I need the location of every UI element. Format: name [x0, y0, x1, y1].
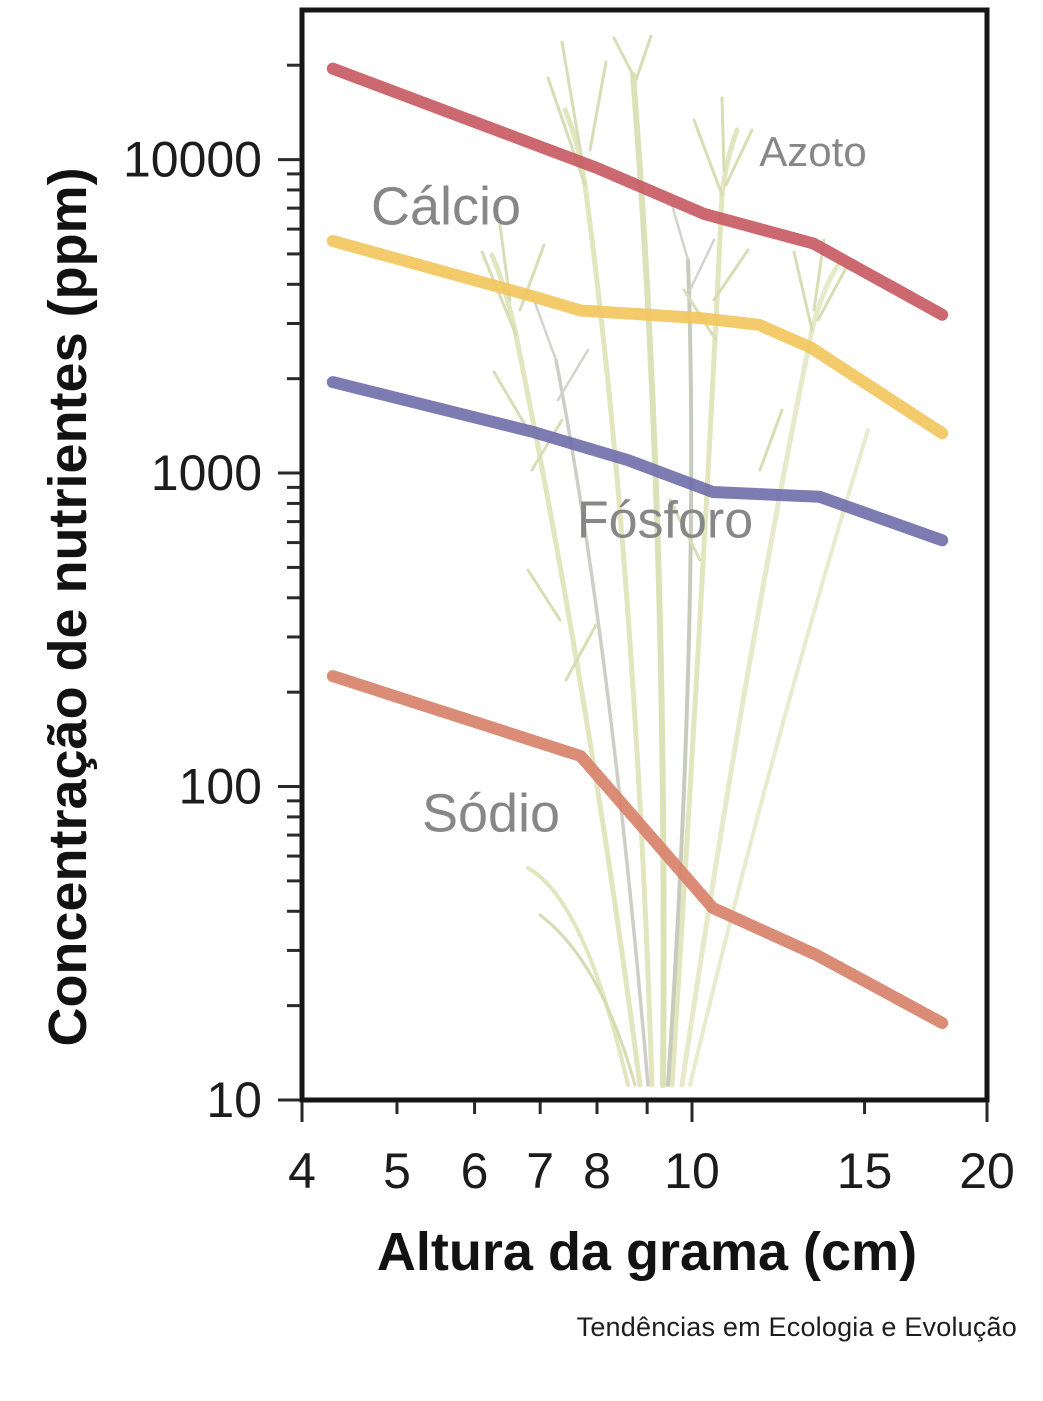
axis-tick-labels: 4 5 6 7 8 10 15 20 10 100 1000 10000 — [123, 132, 1015, 1199]
x-tick-label-15: 15 — [837, 1143, 893, 1199]
series-line-fósforo — [326, 376, 949, 547]
x-tick-label-5: 5 — [383, 1143, 411, 1199]
x-tick-label-4: 4 — [288, 1143, 316, 1199]
x-tick-label-6: 6 — [461, 1143, 489, 1199]
x-tick-label-10: 10 — [664, 1143, 720, 1199]
plot-box — [299, 7, 990, 1103]
x-tick-label-8: 8 — [583, 1143, 611, 1199]
x-axis-title: Altura da grama (cm) — [377, 1222, 917, 1282]
source-caption: Tendências em Ecologia e Evolução — [576, 1312, 1017, 1342]
series-label-sódio: Sódio — [422, 783, 560, 843]
series-label-azoto: Azoto — [759, 128, 866, 175]
series-line-cálcio — [326, 235, 949, 440]
series-lines — [326, 62, 949, 1029]
series-labels: Azoto Cálcio Fósforo Sódio — [371, 128, 867, 843]
series-line-sódio — [326, 670, 949, 1029]
grass-illustration — [480, 34, 870, 1088]
y-axis-title: Concentração de nutrientes (ppm) — [38, 167, 98, 1046]
x-tick-label-7: 7 — [526, 1143, 554, 1199]
y-tick-label-10: 10 — [206, 1072, 262, 1128]
y-tick-label-10000: 10000 — [123, 132, 262, 188]
y-tick-label-100: 100 — [179, 759, 262, 815]
series-label-fósforo: Fósforo — [577, 492, 753, 550]
x-tick-label-20: 20 — [959, 1143, 1015, 1199]
axis-ticks — [278, 63, 989, 1122]
series-line-azoto — [326, 62, 949, 321]
series-label-cálcio: Cálcio — [371, 176, 521, 236]
y-tick-label-1000: 1000 — [151, 445, 262, 501]
